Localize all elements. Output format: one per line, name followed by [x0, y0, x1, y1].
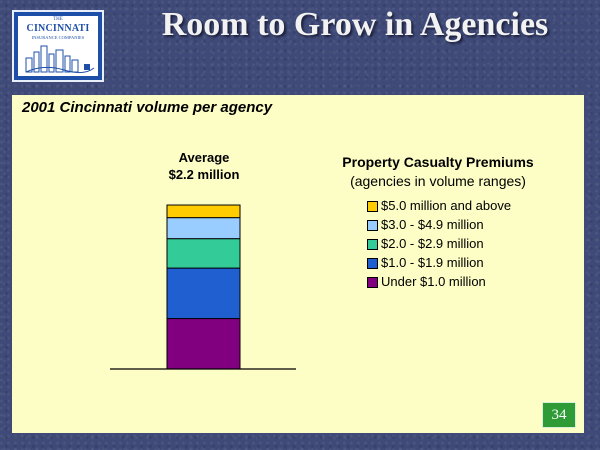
legend-title: Property Casualty Premiums [342, 154, 534, 170]
logo-the-text: THE [53, 17, 63, 22]
legend-label: $3.0 - $4.9 million [381, 217, 484, 232]
bar-label-line2: $2.2 million [168, 167, 240, 182]
legend-swatch [367, 258, 378, 269]
legend-swatch [367, 220, 378, 231]
skyline-icon [25, 45, 95, 74]
stacked-bar-chart [110, 204, 296, 370]
logo-company-name: CINCINNATI [26, 23, 90, 34]
bar-label-line1: Average [178, 150, 230, 165]
company-logo: THE CINCINNATI INSURANCE COMPANIES [12, 10, 104, 82]
legend-swatch [367, 277, 378, 288]
bar-segment-2 [166, 238, 241, 269]
logo-tagline: INSURANCE COMPANIES [31, 35, 85, 40]
legend-swatch [367, 239, 378, 250]
chart-subtitle: 2001 Cincinnati volume per agency [22, 99, 273, 116]
legend-label: $1.0 - $1.9 million [381, 255, 484, 270]
bar-segment-3 [166, 217, 241, 240]
bar-stack [166, 204, 241, 370]
bar-segment-1 [166, 267, 241, 320]
page-number: 34 [542, 402, 576, 428]
chart-panel: 2001 Cincinnati volume per agency Averag… [12, 95, 584, 433]
legend-subtitle: (agencies in volume ranges) [350, 173, 526, 189]
bar-segment-4 [166, 204, 241, 219]
legend-label: $5.0 million and above [381, 198, 512, 213]
legend-swatch [367, 201, 378, 212]
bar-segment-0 [166, 318, 241, 370]
logo-panel: THE CINCINNATI INSURANCE COMPANIES [18, 16, 98, 76]
legend-label: Under $1.0 million [381, 274, 486, 289]
legend-label: $2.0 - $2.9 million [381, 236, 484, 251]
slide-title: Room to Grow in Agencies [161, 6, 549, 43]
